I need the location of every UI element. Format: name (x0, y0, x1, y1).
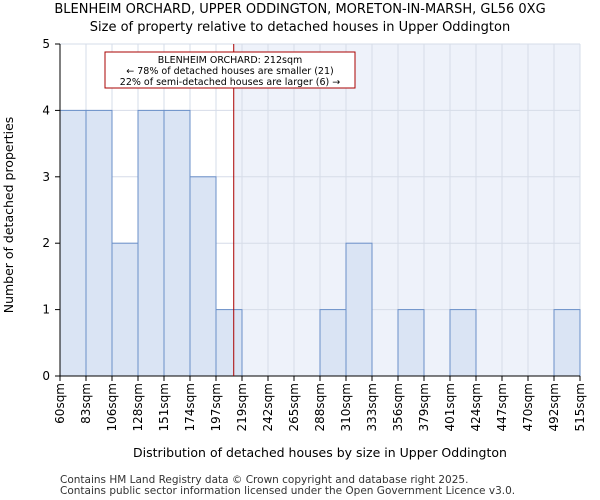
y-tick-label: 0 (42, 369, 50, 383)
x-tick-label: 401sqm (443, 383, 457, 431)
x-tick-label: 174sqm (183, 383, 197, 431)
bar (449, 309, 477, 377)
bar (163, 109, 191, 377)
x-tick-label: 492sqm (547, 383, 561, 431)
y-tick-label: 5 (42, 37, 50, 51)
x-tick-label: 106sqm (105, 383, 119, 431)
chart-subtitle: Size of property relative to detached ho… (89, 20, 511, 35)
y-axis-label: Number of detached properties (1, 117, 16, 314)
x-tick-label: 515sqm (573, 383, 587, 431)
x-tick-label: 151sqm (157, 383, 171, 431)
bar (397, 309, 425, 377)
y-tick-label: 3 (42, 170, 50, 184)
y-tick-label: 2 (42, 236, 50, 250)
x-tick-label: 379sqm (417, 383, 431, 431)
x-tick-label: 424sqm (469, 383, 483, 431)
annotation-line: 22% of semi-detached houses are larger (… (120, 77, 340, 88)
bar (189, 176, 217, 377)
bar (137, 109, 165, 377)
x-tick-label: 83sqm (79, 383, 93, 424)
bar (319, 309, 347, 377)
y-tick-label: 1 (42, 303, 50, 317)
bar (59, 109, 87, 377)
bar (553, 309, 581, 377)
footer-licence: Contains public sector information licen… (60, 485, 516, 497)
x-tick-label: 310sqm (339, 383, 353, 431)
annotation-line: ← 78% of detached houses are smaller (21… (126, 66, 333, 77)
x-tick-label: 447sqm (495, 383, 509, 431)
x-tick-label: 60sqm (53, 383, 67, 424)
y-tick-label: 4 (42, 103, 50, 117)
x-tick-label: 265sqm (287, 383, 301, 431)
x-tick-label: 219sqm (235, 383, 249, 431)
x-tick-label: 242sqm (261, 383, 275, 431)
x-tick-label: 197sqm (209, 383, 223, 431)
chart-title: BLENHEIM ORCHARD, UPPER ODDINGTON, MORET… (54, 2, 546, 17)
x-tick-label: 356sqm (391, 383, 405, 431)
x-tick-label: 288sqm (313, 383, 327, 431)
bar (85, 109, 113, 377)
annotation-box (104, 51, 356, 89)
x-axis-label: Distribution of detached houses by size … (133, 445, 507, 460)
bar-chart: 0 1 2 3 4 5 60sqm 83sqm 106sqm 128sqm 151sqm 174sq… (1, 37, 587, 460)
x-tick-label: 128sqm (131, 383, 145, 431)
footer-copyright: Contains HM Land Registry data © Crown c… (60, 474, 469, 486)
bar (345, 242, 373, 377)
bar (111, 242, 139, 377)
x-tick-label: 333sqm (365, 383, 379, 431)
x-tick-label: 470sqm (521, 383, 535, 431)
annotation-line: BLENHEIM ORCHARD: 212sqm (158, 55, 302, 66)
bar (215, 309, 243, 377)
